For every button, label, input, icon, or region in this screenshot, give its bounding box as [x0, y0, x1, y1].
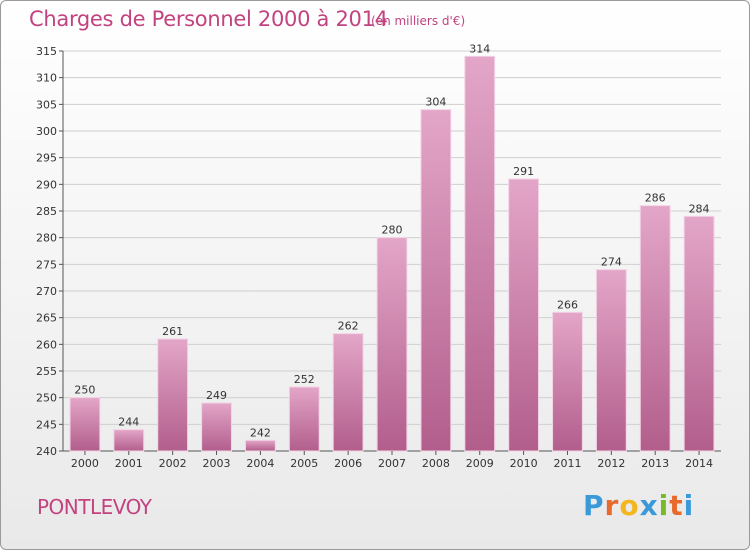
- chart-title: Charges de Personnel 2000 à 2014: [29, 7, 388, 31]
- value-label-2003: 249: [206, 389, 227, 402]
- value-label-2004: 242: [250, 426, 271, 439]
- bar-2000: [69, 397, 101, 452]
- value-label-2013: 286: [645, 192, 666, 205]
- value-label-2006: 262: [338, 320, 359, 333]
- bar-2002: [157, 338, 189, 452]
- logo-letter: o: [619, 489, 640, 522]
- x-tick-label-2012: 2012: [597, 457, 625, 470]
- bar-2001: [113, 429, 145, 452]
- value-label-2014: 284: [689, 202, 710, 215]
- y-tick-label: 295: [36, 152, 57, 165]
- y-tick-label: 245: [36, 418, 57, 431]
- bar-2012: [595, 269, 627, 452]
- value-label-2005: 252: [294, 373, 315, 386]
- y-tick-label: 305: [36, 98, 57, 111]
- value-label-2007: 280: [382, 224, 403, 237]
- y-tick-label: 260: [36, 338, 57, 351]
- x-tick-label-2014: 2014: [685, 457, 713, 470]
- x-tick-label-2001: 2001: [115, 457, 143, 470]
- logo-letter: x: [639, 489, 659, 522]
- x-tick-label-2008: 2008: [422, 457, 450, 470]
- x-tick-labels: 2000 2001 2002 2003 2004 2005 2006 2007 2008 2009…: [71, 451, 713, 470]
- bars: 250 244 261 249 242 252 262 280 304 314 291 266 274 2…: [69, 42, 715, 452]
- value-label-2009: 314: [469, 42, 490, 55]
- y-tick-labels: 240 245 250 255 260 265 270 275 280 285 290 295 300 3…: [36, 45, 57, 458]
- y-tick-label: 280: [36, 232, 57, 245]
- chart-subtitle: (en milliers d'€): [371, 14, 466, 28]
- x-tick-label-2005: 2005: [290, 457, 318, 470]
- bar-2013: [639, 205, 671, 452]
- y-tick-label: 255: [36, 365, 57, 378]
- value-label-2010: 291: [513, 165, 534, 178]
- value-label-2012: 274: [601, 256, 622, 269]
- x-tick-label-2004: 2004: [246, 457, 274, 470]
- bar-2003: [201, 402, 232, 452]
- bar-2004: [244, 439, 276, 452]
- y-tick-label: 275: [36, 258, 57, 271]
- y-tick-label: 290: [36, 178, 57, 191]
- x-tick-label-2009: 2009: [466, 457, 494, 470]
- bar-2007: [376, 237, 408, 452]
- value-label-2002: 261: [162, 325, 183, 338]
- x-tick-label-2000: 2000: [71, 457, 99, 470]
- y-tick-label: 270: [36, 285, 57, 298]
- value-label-2008: 304: [425, 96, 446, 109]
- y-tick-label: 265: [36, 312, 57, 325]
- y-tick-label: 310: [36, 72, 57, 85]
- logo-letter: i: [658, 489, 670, 522]
- bar-2005: [288, 386, 320, 452]
- logo-letter: i: [683, 489, 695, 522]
- bar-2014: [683, 215, 715, 452]
- y-tick-label: 315: [36, 45, 57, 58]
- x-tick-label-2006: 2006: [334, 457, 362, 470]
- x-tick-label-2011: 2011: [553, 457, 581, 470]
- bar-2008: [420, 109, 452, 452]
- y-tick-label: 250: [36, 392, 57, 405]
- logo-letter: r: [604, 489, 620, 522]
- bar-2011: [552, 311, 583, 452]
- y-tick-label: 240: [36, 445, 57, 458]
- bar-2010: [508, 178, 540, 452]
- town-name: PONTLEVOY: [37, 495, 152, 519]
- proxiti-logo: Proxiti: [583, 489, 694, 522]
- x-tick-label-2007: 2007: [378, 457, 406, 470]
- value-label-2001: 244: [118, 416, 139, 429]
- bar-2009: [464, 55, 496, 452]
- x-tick-label-2002: 2002: [159, 457, 187, 470]
- x-tick-label-2010: 2010: [510, 457, 538, 470]
- x-tick-label-2013: 2013: [641, 457, 669, 470]
- x-tick-label-2003: 2003: [203, 457, 231, 470]
- value-label-2011: 266: [557, 298, 578, 311]
- logo-letter: P: [583, 489, 605, 522]
- y-tick-label: 285: [36, 205, 57, 218]
- value-label-2000: 250: [74, 384, 95, 397]
- logo-letter: t: [669, 489, 684, 522]
- bar-2006: [332, 333, 364, 452]
- y-tick-label: 300: [36, 125, 57, 138]
